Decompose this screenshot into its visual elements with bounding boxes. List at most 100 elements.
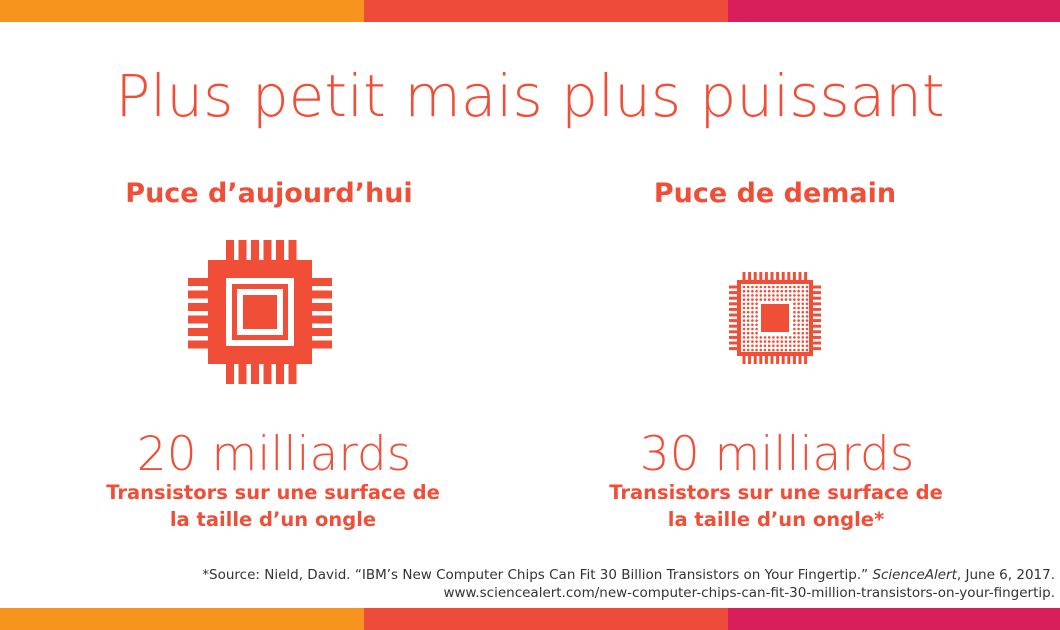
chip-detail	[788, 340, 792, 343]
chip-detail	[812, 347, 821, 351]
chip-detail	[742, 348, 746, 352]
chip-detail	[801, 344, 805, 348]
chip-detail	[288, 240, 297, 262]
chip-detail	[812, 330, 821, 334]
chip-detail	[797, 298, 800, 301]
chip-detail	[755, 340, 758, 343]
chip-detail	[804, 272, 808, 281]
chip-detail	[751, 310, 754, 314]
chip-detail	[755, 306, 758, 310]
chip-detail	[784, 285, 788, 289]
chip-detail	[776, 298, 779, 301]
description-line: la taille d’un ongle	[170, 508, 376, 531]
chip-detail	[763, 340, 767, 343]
chip-detail	[746, 310, 750, 314]
chip-detail	[793, 344, 796, 348]
chip-detail	[729, 330, 738, 334]
chip-detail	[759, 348, 763, 352]
chip-detail	[751, 289, 754, 293]
chip-detail	[788, 298, 792, 301]
chip-detail	[746, 285, 750, 289]
bottom-bar-red	[364, 608, 728, 630]
chip-detail	[746, 323, 750, 327]
chip-detail	[742, 331, 746, 335]
chip-detail	[801, 298, 805, 301]
chip-detail	[755, 294, 758, 297]
chip-detail	[763, 294, 767, 297]
chip-detail	[801, 315, 805, 318]
bottom-bar-magenta	[728, 608, 1060, 630]
chip-detail	[755, 302, 758, 306]
chip-detail	[805, 340, 809, 343]
chip-detail	[188, 315, 210, 324]
chip-detail	[797, 294, 800, 297]
chip-detail	[770, 355, 774, 364]
chip-detail	[805, 327, 809, 331]
chip-detail	[801, 340, 805, 343]
chip-detail	[780, 294, 784, 297]
chip-detail	[797, 306, 800, 310]
chip-detail	[801, 336, 805, 339]
chip-detail	[751, 298, 754, 301]
chip-detail	[251, 240, 259, 262]
chip-detail	[751, 331, 754, 335]
chip-detail	[759, 294, 763, 297]
chip-detail	[767, 348, 771, 352]
chip-detail	[764, 355, 768, 364]
chip-detail	[263, 362, 272, 384]
transistor-count: 20 milliards	[137, 427, 411, 482]
chip-detail	[793, 348, 796, 352]
chip-detail	[776, 289, 779, 293]
chip-detail	[746, 298, 750, 301]
chip-detail	[755, 336, 758, 339]
chip-detail	[776, 336, 779, 339]
bottom-bar-orange	[0, 608, 364, 630]
chip-detail	[772, 336, 775, 339]
chip-detail	[767, 344, 771, 348]
chip-detail	[742, 294, 746, 297]
chip-detail	[776, 348, 779, 352]
chip-detail	[812, 291, 821, 295]
chip-detail	[746, 306, 750, 310]
chip-detail	[801, 285, 805, 289]
chip-detail	[780, 298, 784, 301]
chip-detail	[746, 327, 750, 331]
chip-detail	[780, 289, 784, 293]
chip-detail	[742, 336, 746, 339]
chip-detail	[751, 306, 754, 310]
chip-detail	[751, 315, 754, 318]
chip-detail	[788, 336, 792, 339]
chip-detail	[797, 319, 800, 322]
chip-detail	[310, 340, 332, 349]
chip-detail	[751, 344, 754, 348]
footnote-publication: ScienceAlert	[872, 567, 957, 583]
chip-detail	[763, 344, 767, 348]
chip-detail	[759, 272, 763, 281]
chip-detail	[742, 289, 746, 293]
chip-detail	[767, 340, 771, 343]
chip-detail	[793, 306, 796, 310]
chip-detail	[742, 323, 746, 327]
chip-detail	[793, 327, 796, 331]
chip-detail	[729, 307, 738, 311]
chip-detail	[755, 327, 758, 331]
chip-detail	[776, 294, 779, 297]
chip-detail	[793, 289, 796, 293]
chip-detail	[787, 355, 791, 364]
chip-detail	[788, 285, 792, 289]
chip-detail	[746, 315, 750, 318]
chip-detail	[263, 240, 272, 262]
chip-detail	[788, 289, 792, 293]
chip-detail	[801, 294, 805, 297]
chip-detail	[793, 302, 796, 306]
chip-detail	[767, 294, 771, 297]
chip-detail	[729, 347, 738, 351]
chip-detail	[793, 336, 796, 339]
chip-detail	[801, 306, 805, 310]
chip-detail	[793, 315, 796, 318]
chip-detail	[753, 272, 757, 281]
chip-detail	[751, 340, 754, 343]
chip-detail	[746, 340, 750, 343]
chip-detail	[793, 310, 796, 314]
